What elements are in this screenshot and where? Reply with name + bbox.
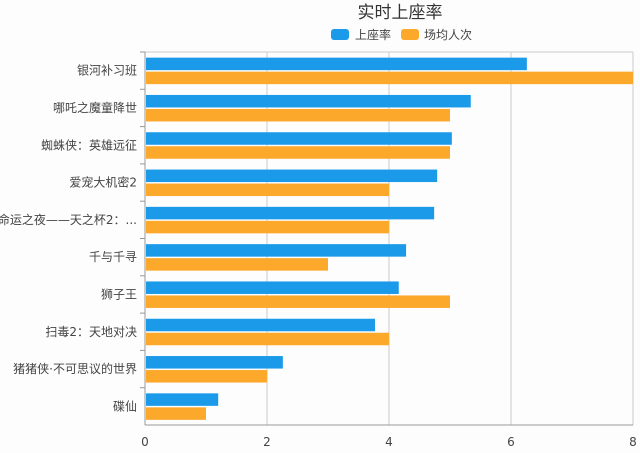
- x-tick-label: 0: [141, 435, 149, 449]
- y-category-label: 千与千寻: [89, 250, 137, 264]
- bar-occupancy[interactable]: [146, 94, 471, 108]
- y-category-label: 命运之夜——天之杯2：...: [0, 212, 137, 227]
- legend-swatch-avg-attendance: [401, 29, 419, 40]
- bar-occupancy[interactable]: [146, 356, 283, 369]
- y-category-label: 爱宠大机密2: [69, 175, 137, 190]
- bar-occupancy[interactable]: [146, 281, 399, 294]
- x-tick-label: 6: [507, 435, 515, 449]
- y-category-label: 银河补习班: [77, 64, 137, 78]
- legend-label-avg-attendance[interactable]: 场均人次: [424, 28, 472, 42]
- bar-occupancy[interactable]: [146, 244, 407, 257]
- bar-avg-attendance[interactable]: [146, 183, 389, 197]
- bar-avg-attendance[interactable]: [146, 332, 389, 346]
- bar-occupancy[interactable]: [146, 393, 219, 406]
- x-tick-label: 2: [263, 435, 271, 449]
- bar-avg-attendance[interactable]: [146, 407, 206, 420]
- bar-avg-attendance[interactable]: [146, 220, 389, 234]
- x-tick-label: 8: [629, 435, 637, 449]
- bar-avg-attendance[interactable]: [146, 108, 450, 122]
- bar-avg-attendance[interactable]: [146, 295, 450, 308]
- bar-avg-attendance[interactable]: [146, 370, 267, 383]
- x-tick-label: 4: [385, 435, 393, 449]
- y-category-label: 蜘蛛侠：英雄远征: [41, 137, 137, 152]
- bar-occupancy[interactable]: [146, 169, 438, 183]
- bar-avg-attendance[interactable]: [146, 258, 328, 271]
- bar-occupancy[interactable]: [146, 57, 527, 71]
- legend: 上座率 场均人次: [331, 27, 472, 42]
- y-category-label: 狮子王: [101, 287, 137, 301]
- bar-avg-attendance[interactable]: [146, 146, 450, 159]
- y-category-label: 扫毒2：天地对决: [45, 325, 137, 339]
- legend-swatch-occupancy: [331, 29, 349, 40]
- chart-title: 实时上座率: [358, 3, 443, 23]
- y-category-label: 哪吒之魔童降世: [53, 100, 137, 115]
- legend-label-occupancy[interactable]: 上座率: [355, 27, 391, 42]
- bar-avg-attendance[interactable]: [146, 71, 633, 85]
- bar-occupancy[interactable]: [146, 206, 435, 220]
- y-category-label: 碟仙: [113, 399, 137, 413]
- bar-occupancy[interactable]: [146, 318, 375, 332]
- bar-occupancy[interactable]: [146, 132, 452, 145]
- y-category-label: 猪猪侠·不可思议的世界: [13, 361, 137, 376]
